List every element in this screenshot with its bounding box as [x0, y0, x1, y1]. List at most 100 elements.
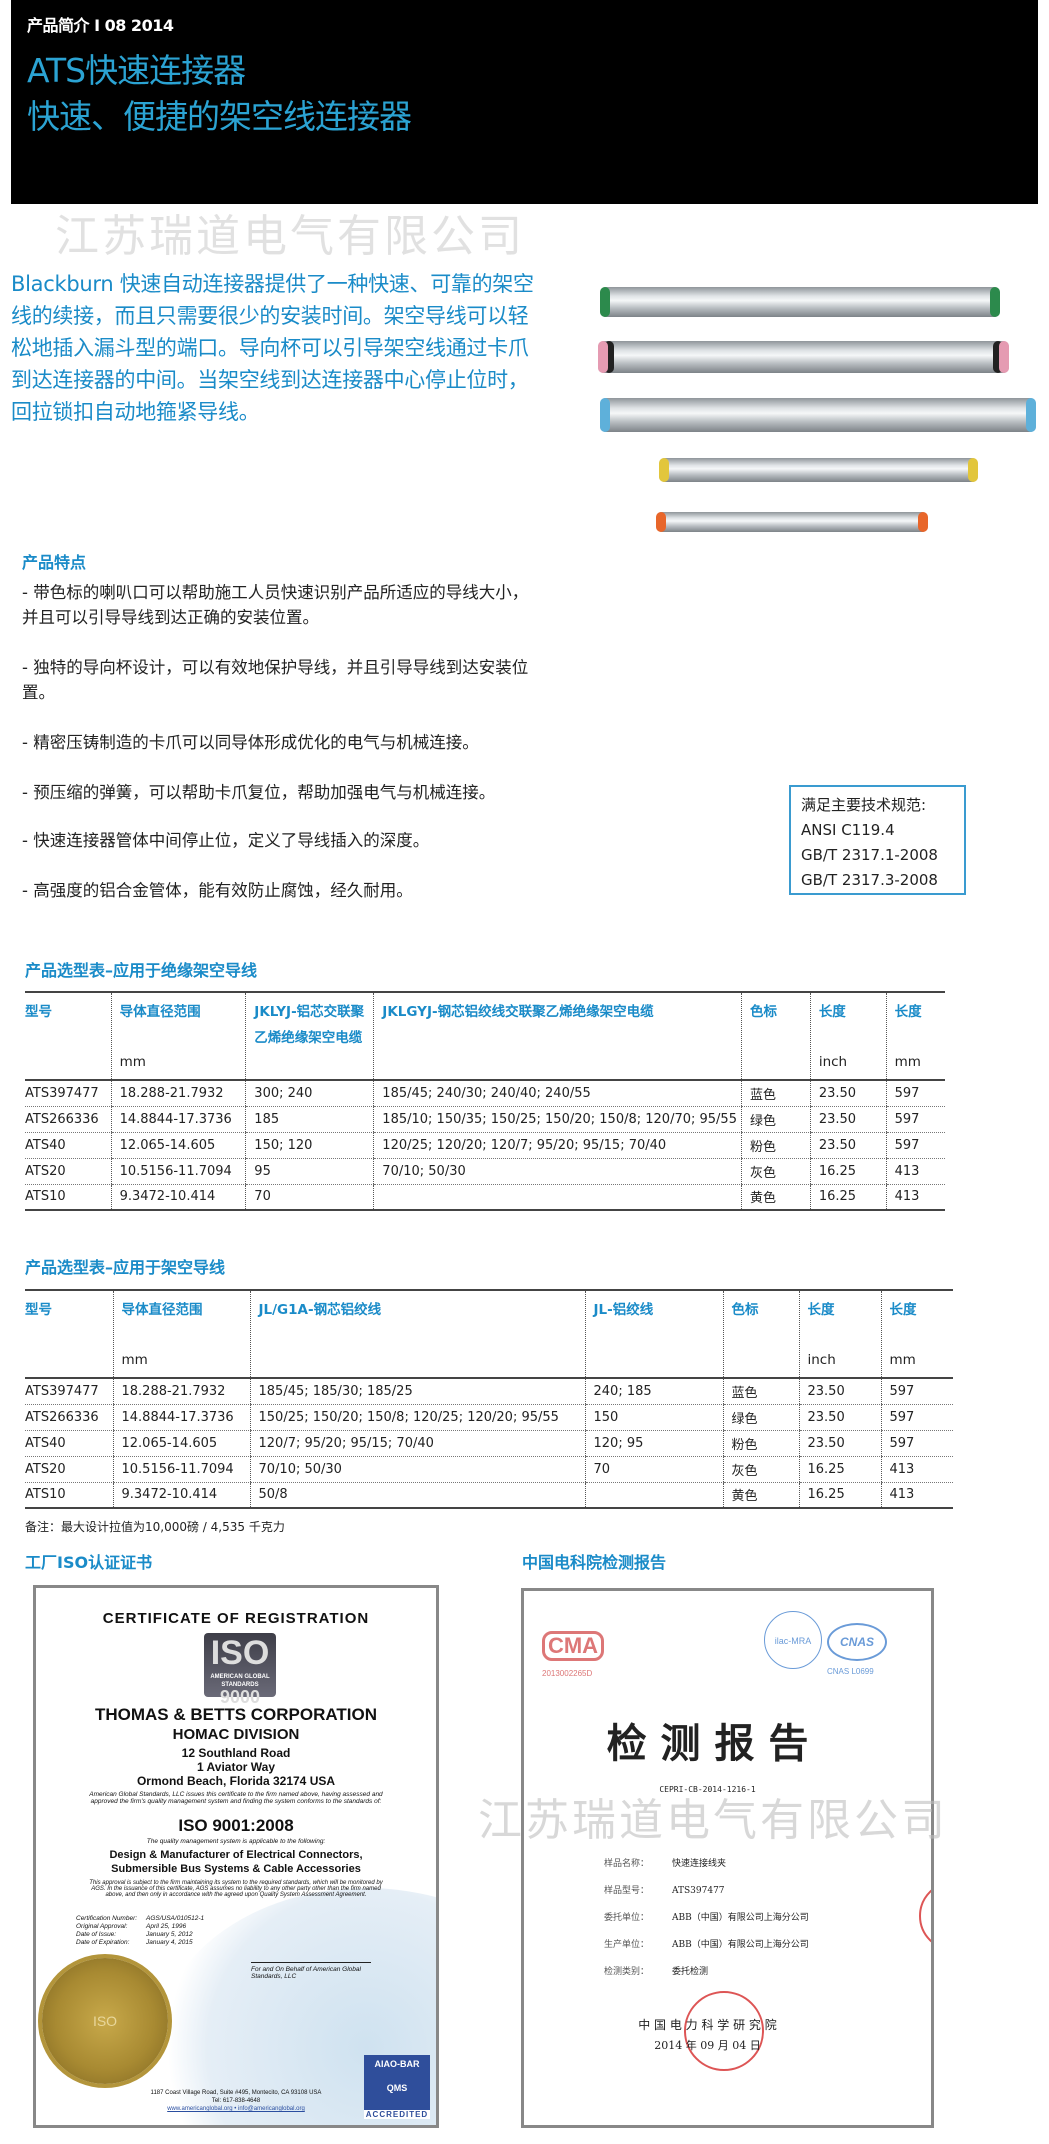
field-label: 委托单位： [604, 1913, 650, 1923]
badge-bottom: ACCREDITED [364, 2110, 430, 2119]
feature-item: - 精密压铸制造的卡爪可以同导体形成优化的电气与机械连接。 [22, 733, 479, 752]
table-cell: 70/10; 50/30 [249, 1456, 585, 1483]
tube-end-cap [990, 287, 1000, 317]
header-label: 长度 [894, 1004, 922, 1020]
logo-iso: ISO [210, 1634, 270, 1672]
table-cell: 12.065-14.605 [110, 1132, 246, 1159]
table-cell: 597 [885, 1132, 945, 1159]
signature-caption: For and On Behalf of American Global Sta… [251, 1966, 361, 1980]
table-cell: 23.50 [809, 1132, 887, 1159]
table-cell [584, 1482, 723, 1509]
table-cell: 23.50 [798, 1430, 881, 1457]
cert-arc-text: CERTIFICATE OF REGISTRATION [102, 1610, 370, 1627]
table-cell: 597 [880, 1404, 953, 1431]
table-cell: 23.50 [798, 1378, 881, 1405]
table-row: ATS20 10.5156-11.7094 70/10; 50/30 70 灰色 16.2… [25, 1456, 953, 1483]
cert-issue-text: American Global Standards, LLC issues th… [89, 1791, 383, 1805]
field-value: ABB（中国）有限公司上海分公司 [672, 1940, 809, 1950]
header-label: JL/G1A-钢芯铝绞线 [258, 1302, 382, 1318]
page-title: ATS快速连接器 [27, 51, 246, 90]
footnote: 备注：最大设计拉值为10,000磅 / 4,535 千克力 [25, 1520, 285, 1534]
table-cell: 240; 185 [584, 1378, 723, 1405]
field-label: 检测类别： [604, 1967, 650, 1977]
selection-table-bare: 型号 导体直径范围 mm JL/G1A-钢芯铝绞线 JL-铝绞线 色标 长度 inch 长度 mm… [25, 1289, 953, 1509]
table-cell: 150 [584, 1404, 723, 1431]
tube-end-cap [918, 512, 928, 532]
page-subtitle: 快速、便捷的架空线连接器 [27, 97, 412, 136]
header-label: 长度 [889, 1302, 917, 1318]
tube-end-cap [600, 398, 610, 432]
header-label: 色标 [731, 1302, 759, 1318]
field-label: Original Approval: [76, 1923, 128, 1930]
table-cell: 黄色 [740, 1184, 811, 1211]
table-cell: 16.25 [798, 1456, 881, 1483]
table-row: ATS10 9.3472-10.414 70 黄色 16.25 413 [25, 1184, 945, 1211]
table-cell: 23.50 [809, 1080, 887, 1107]
test-report: CMA 2013002265D ilac-MRA CNAS CNAS L0699… [521, 1588, 934, 2128]
field-label: 生产单位： [604, 1940, 650, 1950]
column-header: 长度 inch [809, 992, 887, 1080]
header-label: JKLGYJ-钢芯铝绞线交联聚乙烯绝缘架空电缆 [382, 1004, 654, 1020]
cert-address: 1 Aviator Way [196, 1760, 276, 1774]
accreditation-badge: AIAO-BAR QMS ACCREDITED [364, 2055, 430, 2119]
column-header: 长度 inch [798, 1290, 881, 1378]
selection-table-insulated: 型号 导体直径范围 mm JKLYJ-铝芯交联聚乙烯绝缘架空电缆 JKLGYJ-钢芯铝绞… [25, 991, 945, 1211]
standards-title: 满足主要技术规范: [801, 796, 927, 814]
table-cell: 150; 120 [245, 1132, 374, 1159]
table-cell: 413 [880, 1482, 953, 1509]
table-cell: 185/45; 185/30; 185/25 [249, 1378, 585, 1405]
header-unit: mm [889, 1352, 916, 1368]
gold-seal: ISO [42, 1958, 168, 2084]
table-cell: 185 [245, 1106, 374, 1133]
table-cell: 70/10; 50/30 [373, 1158, 742, 1185]
ilac-logo: ilac-MRA [764, 1611, 822, 1669]
table-cell: 23.50 [798, 1404, 881, 1431]
signature [251, 1943, 371, 1963]
cnas-logo: CNAS [827, 1623, 887, 1661]
table-cell: 9.3472-10.414 [110, 1184, 246, 1211]
logo-9000: 9000 [219, 1687, 261, 1707]
field-label: 样品名称： [604, 1859, 650, 1869]
tube-end-cap [968, 458, 978, 482]
iso-section-title: 工厂ISO认证证书 [25, 1553, 153, 1572]
column-header: 长度 mm [885, 992, 945, 1080]
report-heading: 检 测 报 告 [606, 1721, 809, 1767]
header-label: JL-铝绞线 [593, 1302, 654, 1318]
tube-end-cap [999, 341, 1009, 373]
cert-footer-links: www.americanglobal.org • info@americangl… [167, 2106, 305, 2112]
table-cell: 16.25 [809, 1158, 887, 1185]
tube-end-cap [1026, 398, 1036, 432]
brochure-kicker: 产品简介 I 08 2014 [27, 16, 174, 35]
table-cell: 黄色 [722, 1482, 799, 1509]
report-number: CEPRI-CB-2014-1216-1 [659, 1785, 756, 1794]
feature-item: - 带色标的喇叭口可以帮助施工人员快速识别产品所适应的导线大小，并且可以引导导线… [22, 583, 529, 627]
column-header: 导体直径范围 mm [112, 1290, 250, 1378]
tube-end-cap [656, 512, 666, 532]
report-date: 2014 年 09 月 04 日 [654, 2039, 761, 2052]
table-cell: 16.25 [809, 1184, 887, 1211]
table-cell: ATS40 [25, 1430, 113, 1457]
watermark: 江苏瑞道电气有限公司 [478, 1795, 948, 1846]
field-value: AGS/USA/010512-1 [146, 1915, 205, 1922]
connector-tube-orange [656, 512, 928, 532]
table-cell: 灰色 [740, 1158, 811, 1185]
field-value: January 5, 2012 [146, 1931, 193, 1938]
table-header-row: 型号 导体直径范围 mm JKLYJ-铝芯交联聚乙烯绝缘架空电缆 JKLGYJ-钢芯铝绞… [25, 992, 945, 1080]
table-cell: 185/45; 240/30; 240/40; 240/55 [373, 1080, 742, 1107]
tube-end-cap [600, 287, 610, 317]
field-label: Date of Expiration: [76, 1939, 130, 1946]
cert-scope: Submersible Bus Systems & Cable Accessor… [111, 1863, 361, 1875]
feature-item: - 高强度的铝合金管体，能有效防止腐蚀，经久耐用。 [22, 881, 413, 900]
iso-certificate: CERTIFICATE OF REGISTRATION ISO AMERICAN … [33, 1585, 439, 2128]
cert-footer: Tel: 617-838-4648 [211, 2098, 261, 2104]
red-seal [684, 1991, 764, 2071]
field-value: 快速连接线夹 [672, 1859, 727, 1869]
header-unit: mm [121, 1352, 148, 1368]
table-cell: 14.8844-17.3736 [112, 1404, 250, 1431]
table-cell: 413 [885, 1158, 945, 1185]
table-cell: ATS266336 [25, 1106, 112, 1133]
connector-tube-pink [598, 341, 1009, 373]
feature-item: - 预压缩的弹簧，可以帮助卡爪复位，帮助加强电气与机械连接。 [22, 783, 496, 802]
table-cell: 597 [880, 1378, 953, 1405]
table-cell: 绿色 [722, 1404, 799, 1431]
